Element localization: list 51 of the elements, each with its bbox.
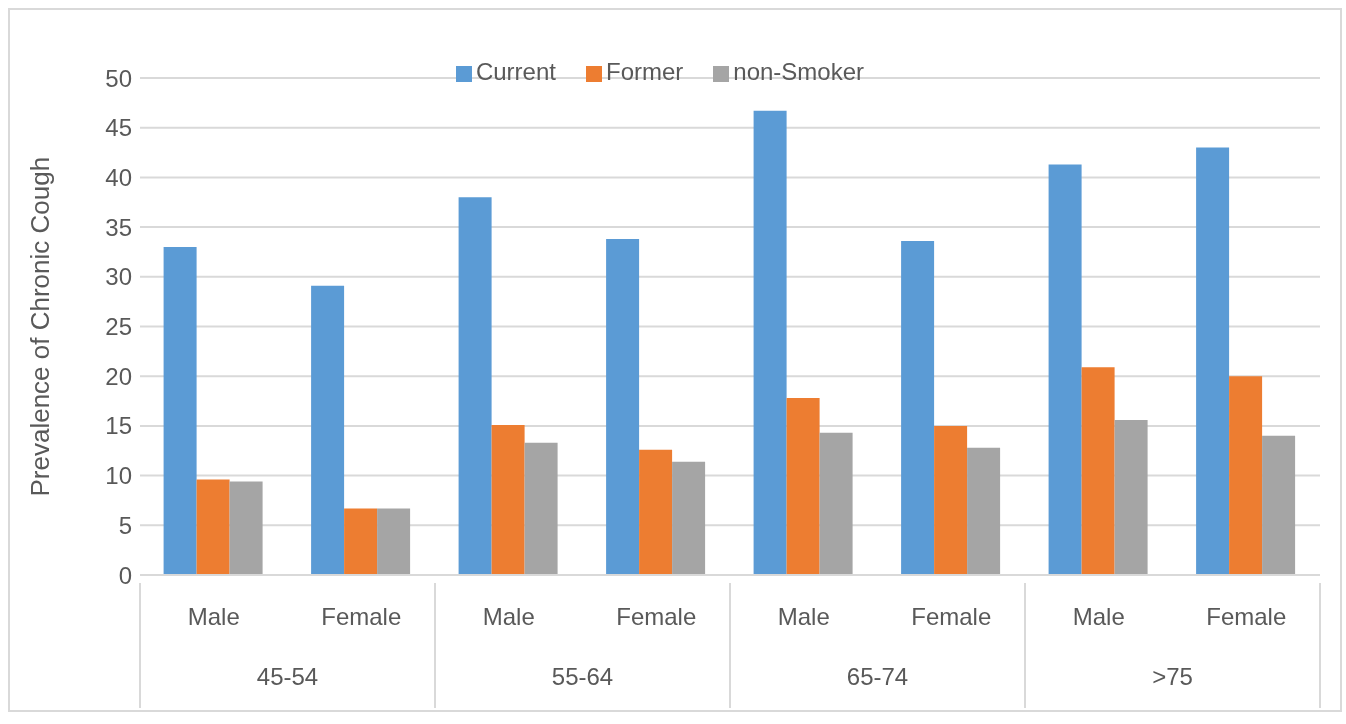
bar: [163, 246, 197, 575]
x-tick-label: Female: [1206, 603, 1287, 630]
legend-label: non-Smoker: [733, 58, 865, 85]
bar: [786, 398, 820, 575]
y-tick-label: 40: [105, 163, 132, 191]
bar: [606, 239, 640, 575]
bar: [901, 241, 935, 575]
x-tick-label: Male: [482, 603, 535, 630]
text: >75: [1152, 663, 1193, 690]
bar: [672, 461, 706, 575]
bar: [1114, 419, 1148, 575]
bar: [491, 424, 525, 575]
bar: [753, 110, 787, 575]
bar: [819, 432, 853, 575]
bar: [311, 285, 345, 575]
bar: [934, 425, 968, 575]
y-tick-label: 10: [105, 462, 132, 490]
y-tick-label: 50: [105, 64, 132, 92]
bar: [1196, 147, 1230, 575]
bar: [196, 479, 230, 575]
bar: [1081, 367, 1115, 575]
y-axis-title: Prevalence of Chronic Cough: [25, 156, 56, 497]
x-tick-label: Female: [616, 603, 697, 630]
x-tick-label: Male: [1072, 603, 1125, 630]
bar: [229, 481, 263, 575]
y-tick-label: 25: [105, 313, 132, 341]
bar: [967, 447, 1001, 575]
y-tick-label: 45: [105, 114, 132, 142]
bar: [458, 197, 492, 575]
text: 65-74: [846, 663, 909, 690]
y-tick-label: 30: [105, 263, 132, 291]
x-tick-label: Male: [187, 603, 240, 630]
y-tick-label: 35: [105, 213, 132, 241]
y-tick-label: 20: [105, 362, 132, 390]
y-tick-label: 15: [105, 412, 132, 440]
bar: [524, 442, 558, 575]
text: 45-54: [256, 663, 319, 690]
bar: [377, 508, 411, 575]
bar: [1229, 376, 1263, 575]
bar: [1048, 164, 1082, 575]
bar: [344, 508, 378, 575]
y-tick-label: 5: [118, 511, 132, 539]
legend-label: Former: [605, 58, 684, 85]
legend-label: Current: [475, 58, 556, 85]
y-tick-label: 0: [118, 561, 132, 589]
bar: [1262, 435, 1296, 575]
x-tick-label: Female: [911, 603, 992, 630]
text: 55-64: [551, 663, 614, 690]
x-tick-label: Female: [321, 603, 402, 630]
x-tick-label: Male: [777, 603, 830, 630]
bar: [639, 449, 673, 575]
